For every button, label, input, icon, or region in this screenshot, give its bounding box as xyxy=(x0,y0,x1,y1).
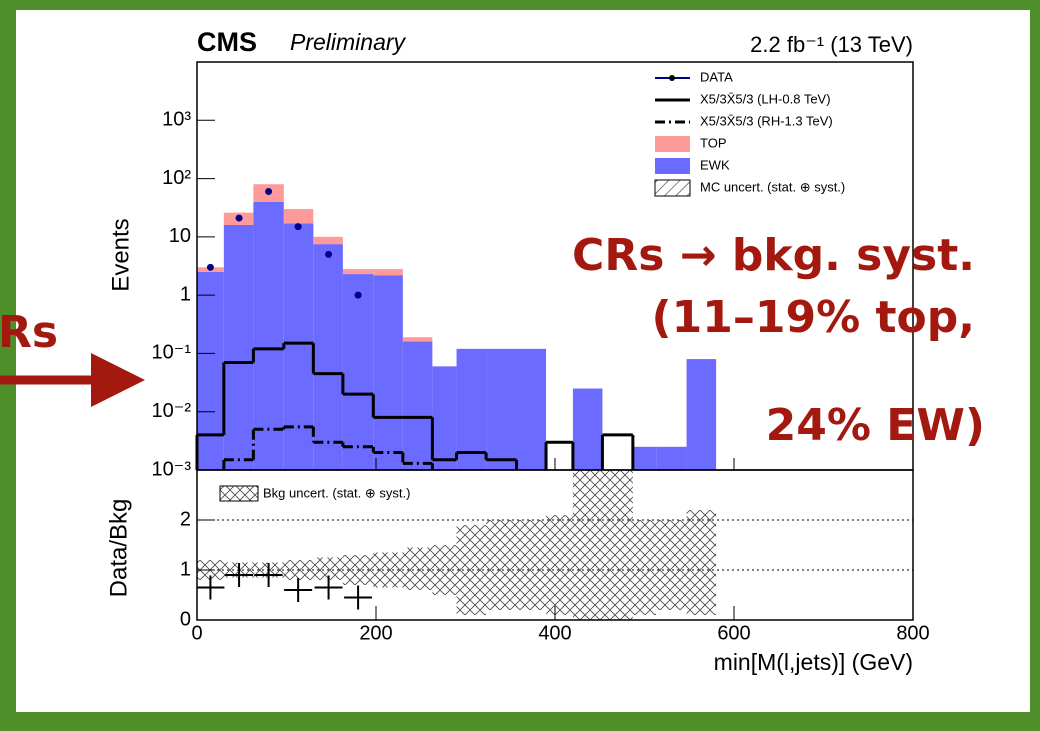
uncertainty-band xyxy=(656,520,687,610)
data-point xyxy=(325,250,333,258)
bar xyxy=(253,201,284,471)
data-point xyxy=(265,188,273,196)
y-tick-label: 10 xyxy=(169,225,191,247)
bar xyxy=(402,337,433,342)
bar xyxy=(373,275,403,470)
y-axis-label: Events xyxy=(107,218,134,291)
y-tick-label: 10² xyxy=(162,167,191,189)
bar xyxy=(197,271,224,470)
legend-label: DATA xyxy=(700,69,733,84)
bar xyxy=(656,446,687,470)
y-tick-label: 1 xyxy=(180,558,191,580)
bar xyxy=(456,348,487,470)
legend-swatch xyxy=(654,179,691,197)
legend-label: X5/3X̄5/3 (LH-0.8 TeV) xyxy=(700,91,831,106)
bar xyxy=(223,224,254,470)
legend-label: X5/3X̄5/3 (RH-1.3 TeV) xyxy=(700,113,833,128)
y-tick-label: 10⁻² xyxy=(152,400,192,422)
x-tick-label: 0 xyxy=(191,622,202,644)
y-tick-label: 2 xyxy=(180,508,191,530)
note-line: 24% EW) xyxy=(766,400,985,451)
left-label: Rs xyxy=(0,307,58,358)
experiment: CMS xyxy=(197,27,257,57)
x-axis-label: min[M(l,jets)] (GeV) xyxy=(714,649,913,675)
bar xyxy=(313,244,343,470)
legend-label: EWK xyxy=(700,157,730,172)
bar xyxy=(432,366,457,470)
bar xyxy=(283,209,314,224)
data-point xyxy=(354,291,362,299)
bar xyxy=(313,236,343,245)
bar xyxy=(632,446,657,470)
x-tick-label: 200 xyxy=(359,622,392,644)
uncertainty-band xyxy=(632,520,657,615)
bar xyxy=(283,223,314,470)
legend-label: Bkg uncert. (stat. ⊕ syst.) xyxy=(263,485,410,500)
x-tick-label: 600 xyxy=(717,622,750,644)
bar xyxy=(572,388,603,470)
uncertainty-band xyxy=(572,470,603,620)
bar xyxy=(342,274,374,470)
y-tick-label: 1 xyxy=(180,283,191,305)
note-line: (11–19% top, xyxy=(652,292,975,343)
legend-label: MC uncert. (stat. ⊕ syst.) xyxy=(700,179,845,194)
legend-swatch xyxy=(655,158,690,174)
uncertainty-band xyxy=(456,525,487,615)
uncertainty-band xyxy=(602,470,633,620)
uncertainty-band xyxy=(486,520,517,610)
bar xyxy=(486,348,517,470)
uncertainty-band xyxy=(402,547,433,590)
bar xyxy=(516,348,547,470)
x-tick-label: 400 xyxy=(538,622,571,644)
x-tick-label: 800 xyxy=(896,622,929,644)
y-axis-label: Data/Bkg xyxy=(105,499,132,598)
note-line: CRs → bkg. syst. xyxy=(572,230,975,281)
uncertainty-band xyxy=(686,510,717,615)
data-point xyxy=(206,263,214,271)
bar xyxy=(342,269,374,275)
bar xyxy=(402,341,433,470)
y-tick-label: 0 xyxy=(180,608,191,630)
legend-swatch xyxy=(655,136,690,152)
uncertainty-band xyxy=(516,520,547,610)
legend-swatch xyxy=(219,485,259,502)
legend-label: TOP xyxy=(700,135,727,150)
y-tick-label: 10⁻³ xyxy=(152,458,192,480)
lumi: 2.2 fb⁻¹ (13 TeV) xyxy=(750,32,913,57)
y-tick-label: 10³ xyxy=(162,109,191,131)
data-point xyxy=(235,214,243,222)
uncertainty-band xyxy=(546,515,573,615)
uncertainty-band xyxy=(313,557,343,580)
y-tick-label: 10⁻¹ xyxy=(152,342,192,364)
bar xyxy=(373,269,403,276)
data-point xyxy=(294,223,302,231)
bar xyxy=(686,359,717,470)
status: Preliminary xyxy=(290,29,407,55)
legend-swatch xyxy=(669,75,675,81)
